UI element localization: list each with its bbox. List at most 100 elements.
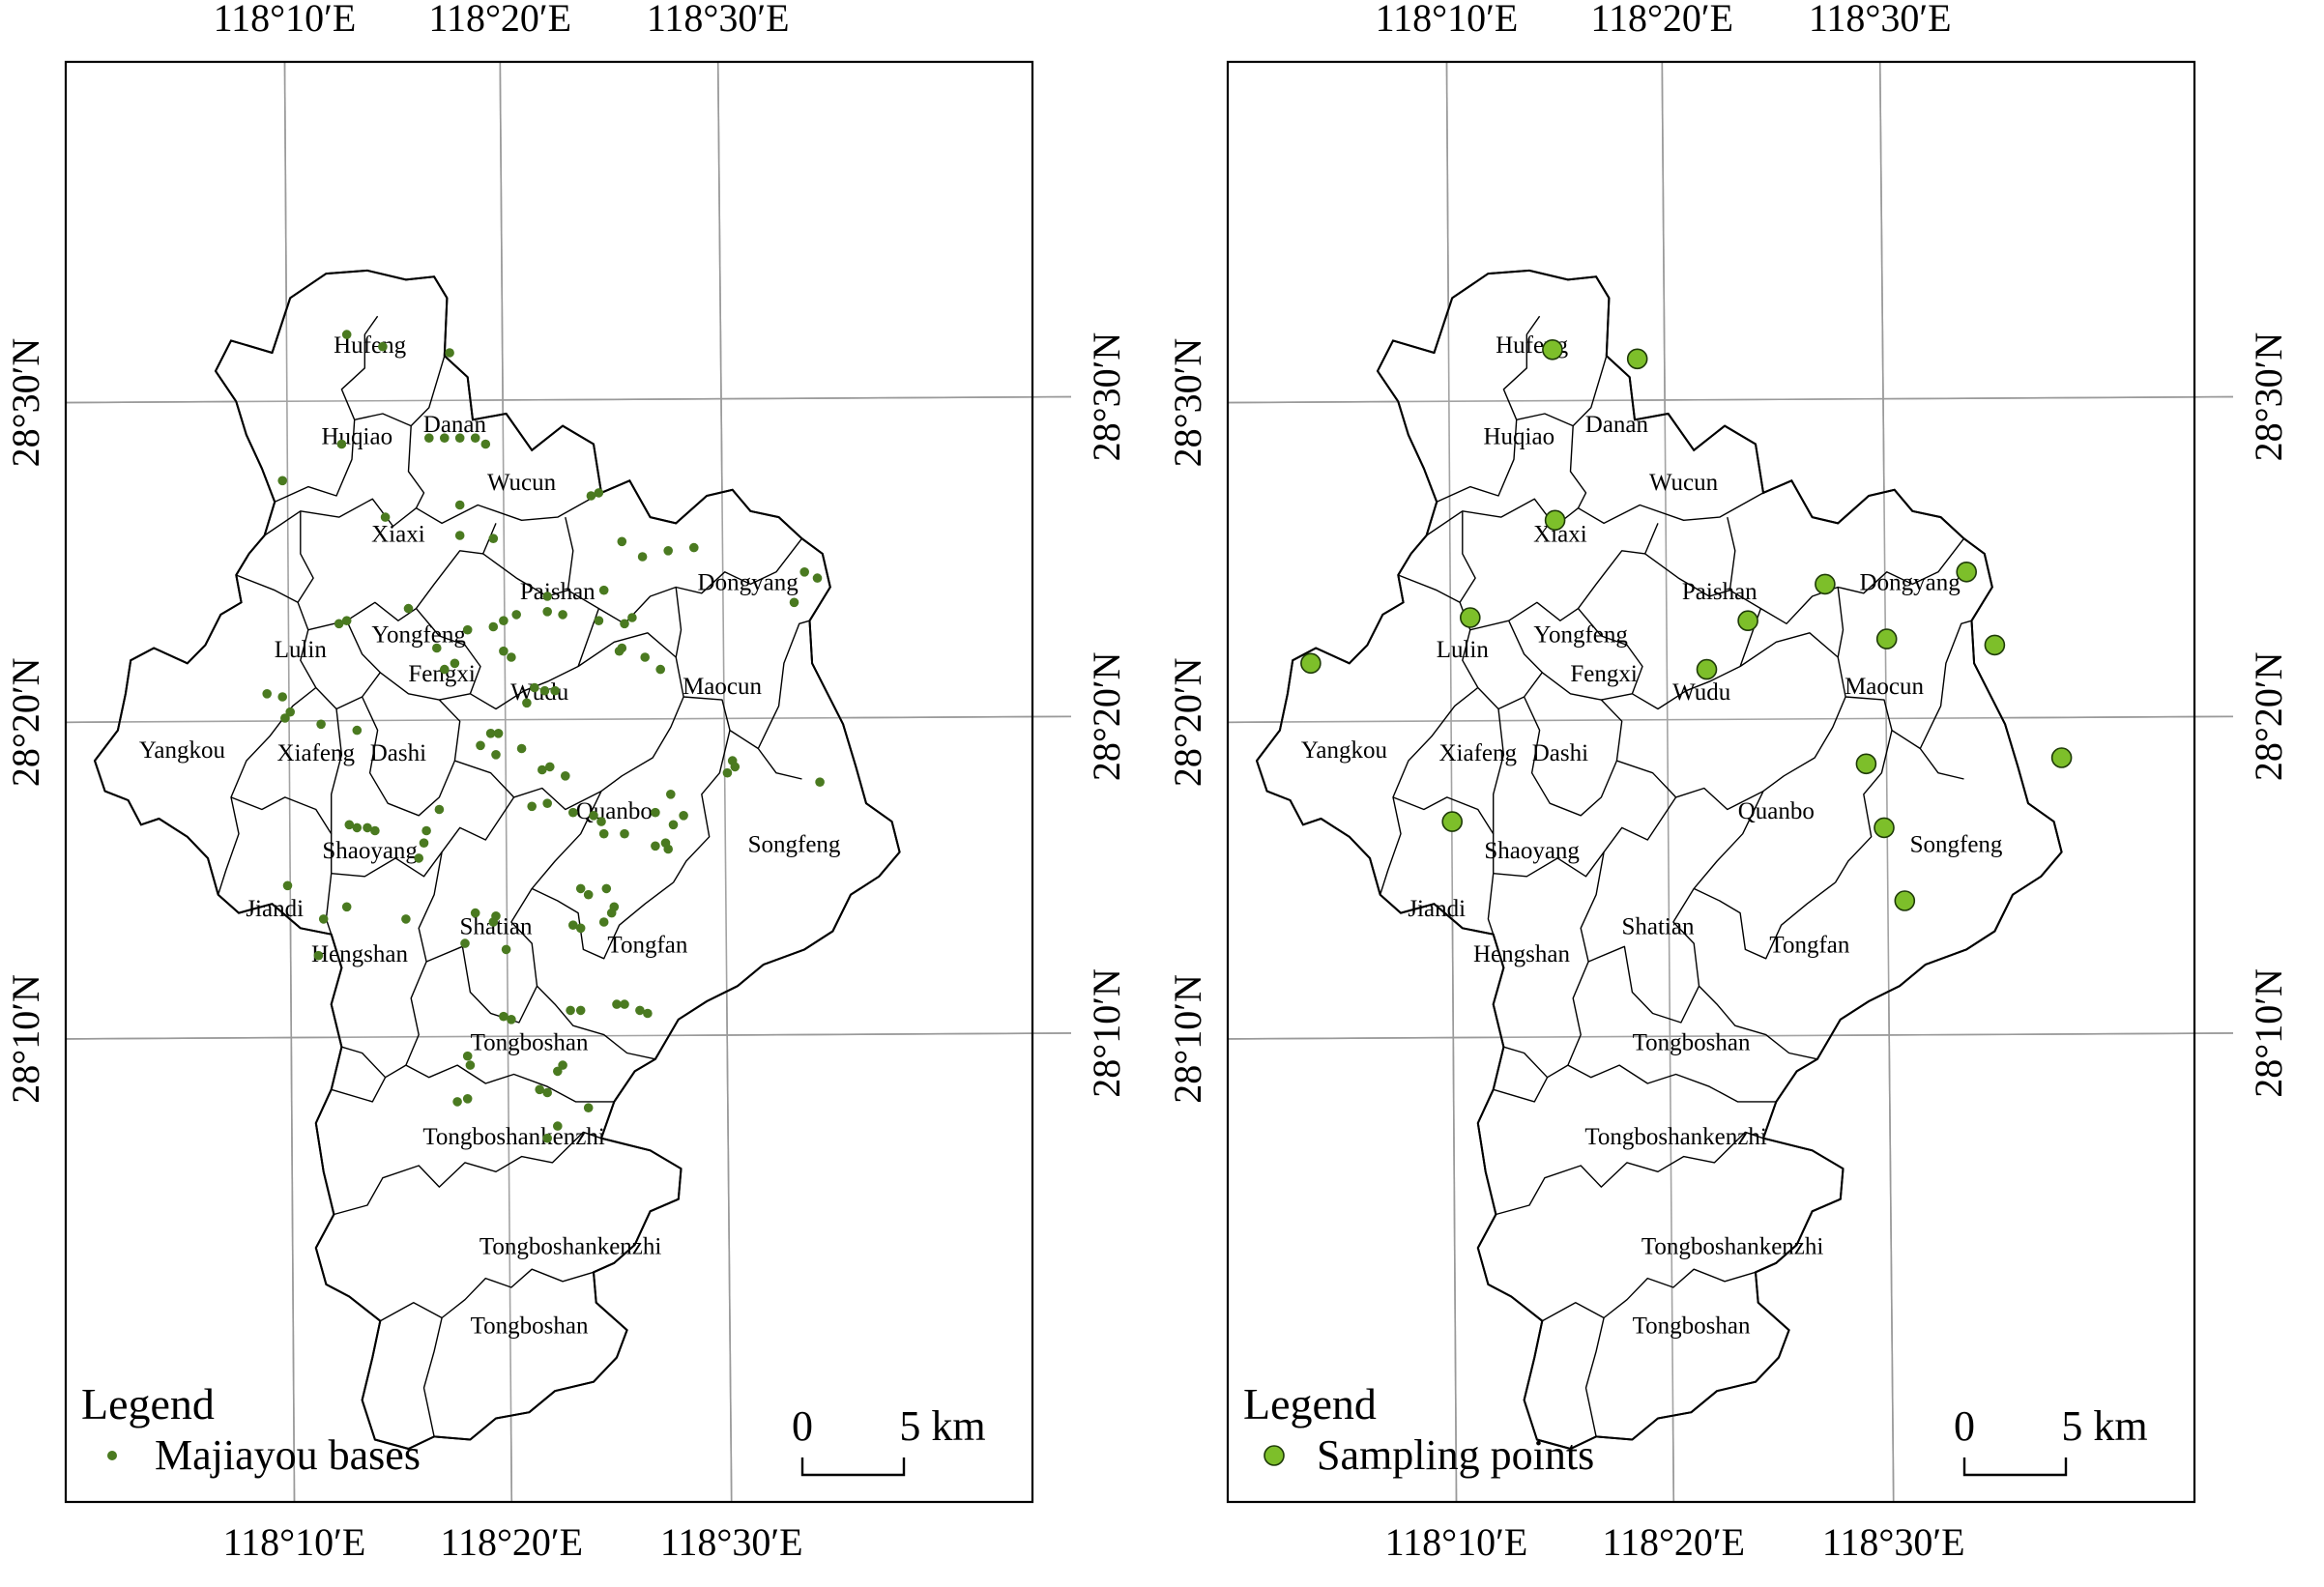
point-symbol — [378, 341, 388, 352]
longitude-label-bottom: 118°30′E — [1822, 1520, 1965, 1564]
point-symbol — [352, 822, 363, 833]
point-symbol — [545, 762, 555, 772]
township-boundary — [1477, 672, 1543, 710]
point-symbol — [262, 689, 273, 699]
town-label: Tongboshan — [1633, 1313, 1751, 1339]
township-boundary — [672, 730, 731, 883]
town-label: Songfeng — [748, 832, 841, 858]
map-frame — [64, 60, 1034, 1504]
town-label: Fengxi — [1570, 661, 1638, 687]
township-boundary — [331, 708, 343, 834]
point-symbol — [561, 771, 570, 781]
township-boundary — [577, 632, 802, 780]
point-symbol — [558, 610, 567, 620]
point-symbol — [620, 619, 629, 629]
point-symbol — [414, 853, 424, 863]
point-symbol — [507, 1015, 516, 1024]
point-symbol — [598, 828, 609, 839]
point-symbol — [583, 889, 594, 900]
township-boundary — [1919, 620, 1972, 749]
point-symbol — [280, 713, 290, 723]
point-symbol — [1874, 817, 1895, 839]
point-symbol — [637, 552, 648, 562]
point-symbol — [617, 536, 627, 547]
town-label: Yongfeng — [1533, 621, 1628, 648]
point-symbol — [655, 664, 665, 675]
township-boundary — [405, 1064, 615, 1103]
point-symbols — [262, 330, 825, 1143]
town-label: Yangkou — [139, 737, 226, 764]
point-symbol — [635, 1005, 645, 1016]
town-label: Songfeng — [1910, 832, 2003, 858]
point-symbol — [620, 828, 629, 839]
point-symbol — [488, 534, 499, 543]
town-label: Hengshan — [311, 941, 408, 967]
point-symbol — [344, 820, 355, 830]
point-symbol — [542, 798, 552, 808]
township-boundary — [1584, 1317, 1605, 1437]
point-symbol — [1459, 607, 1481, 628]
scale-bar-line — [1962, 1457, 2068, 1477]
latitude-label-left: 28°10′N — [1166, 974, 1209, 1104]
point-symbol — [450, 658, 460, 669]
point-symbol — [537, 765, 547, 775]
point-symbol — [589, 811, 598, 821]
point-symbol — [334, 619, 344, 629]
point-symbol — [1542, 338, 1563, 361]
point-symbol — [812, 573, 823, 583]
township-boundary — [1436, 315, 1541, 503]
scale-zero-label: 0 — [792, 1402, 813, 1450]
point-symbol — [663, 546, 673, 556]
township-boundary — [1727, 516, 1736, 591]
point-symbol — [419, 838, 429, 848]
latitude-label-right: 28°20′N — [1085, 651, 1128, 781]
point-symbol — [689, 542, 699, 553]
town-label: Xiafeng — [1438, 740, 1517, 766]
point-symbol — [643, 1008, 653, 1019]
point-symbol — [1441, 811, 1464, 832]
point-symbol — [491, 911, 501, 921]
township-boundaries — [1380, 315, 1972, 1437]
point-symbol — [640, 652, 650, 662]
point-symbol — [401, 914, 411, 924]
legend-title: Legend — [81, 1379, 215, 1428]
latitude-label-left: 28°20′N — [4, 657, 47, 787]
legend-item-label: Sampling points — [1317, 1431, 1594, 1479]
point-symbol — [341, 330, 352, 339]
point-symbol — [341, 902, 352, 912]
point-symbol — [553, 1066, 563, 1077]
graticule-overlay — [1227, 61, 2234, 1503]
township-boundary — [334, 1131, 602, 1216]
point-symbol — [612, 999, 622, 1009]
point-symbol — [542, 592, 552, 601]
town-label: Dashi — [1532, 740, 1588, 766]
township-boundary — [236, 574, 299, 603]
town-label: Paishan — [1682, 579, 1758, 605]
town-label: Tongboshan — [471, 1313, 589, 1339]
point-symbol — [507, 652, 516, 662]
latitude-label-right: 28°10′N — [1085, 968, 1128, 1098]
town-label: Huqiao — [322, 424, 393, 450]
point-symbol — [1815, 573, 1836, 595]
point-symbol — [454, 500, 465, 510]
longitude-label-top: 118°10′E — [214, 0, 357, 40]
point-symbol — [488, 621, 499, 632]
town-label: Lulin — [1437, 637, 1490, 663]
point-symbol — [651, 807, 660, 818]
township-boundary — [1739, 632, 1964, 780]
point-symbol — [722, 767, 733, 778]
point-symbol — [370, 825, 380, 836]
latitude-label-right: 28°30′N — [1085, 332, 1128, 462]
latitude-label-right: 28°20′N — [2247, 651, 2290, 781]
point-symbol — [627, 613, 637, 622]
township-boundary — [1493, 1077, 1549, 1103]
point-symbol — [789, 597, 799, 608]
town-label: Tongboshankenzhi — [1584, 1124, 1767, 1150]
town-label: Huqiao — [1484, 424, 1555, 450]
town-label: Jiandi — [1408, 896, 1466, 922]
point-symbol — [277, 692, 288, 702]
point-symbol — [336, 439, 347, 449]
